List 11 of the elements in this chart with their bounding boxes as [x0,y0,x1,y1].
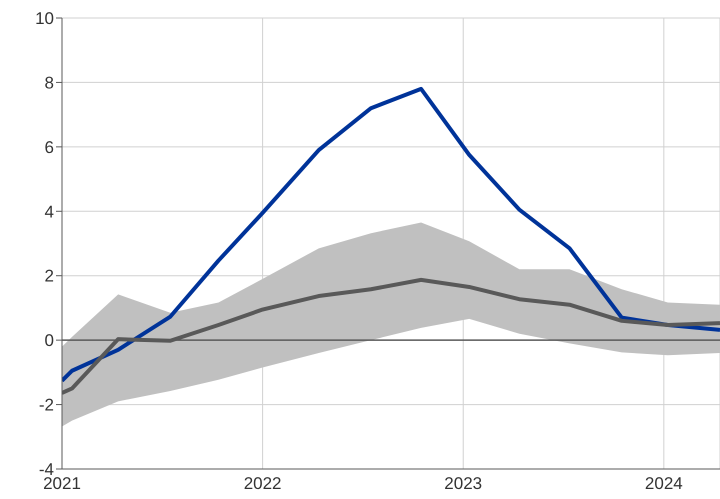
x-tick-label: 2024 [644,474,683,494]
x-tick-label: 2022 [244,474,282,494]
y-tick-label: 10 [35,9,54,28]
y-tick-label: 4 [44,202,54,222]
y-tick-label: 6 [44,138,54,157]
y-tick-label: -2 [38,396,54,415]
y-tick-label: 8 [44,73,54,92]
y-tick-label: 0 [44,331,54,350]
y-tick-label: 2 [44,266,54,286]
x-tick-label: 2021 [43,474,81,494]
x-tick-label: 2023 [444,474,482,494]
